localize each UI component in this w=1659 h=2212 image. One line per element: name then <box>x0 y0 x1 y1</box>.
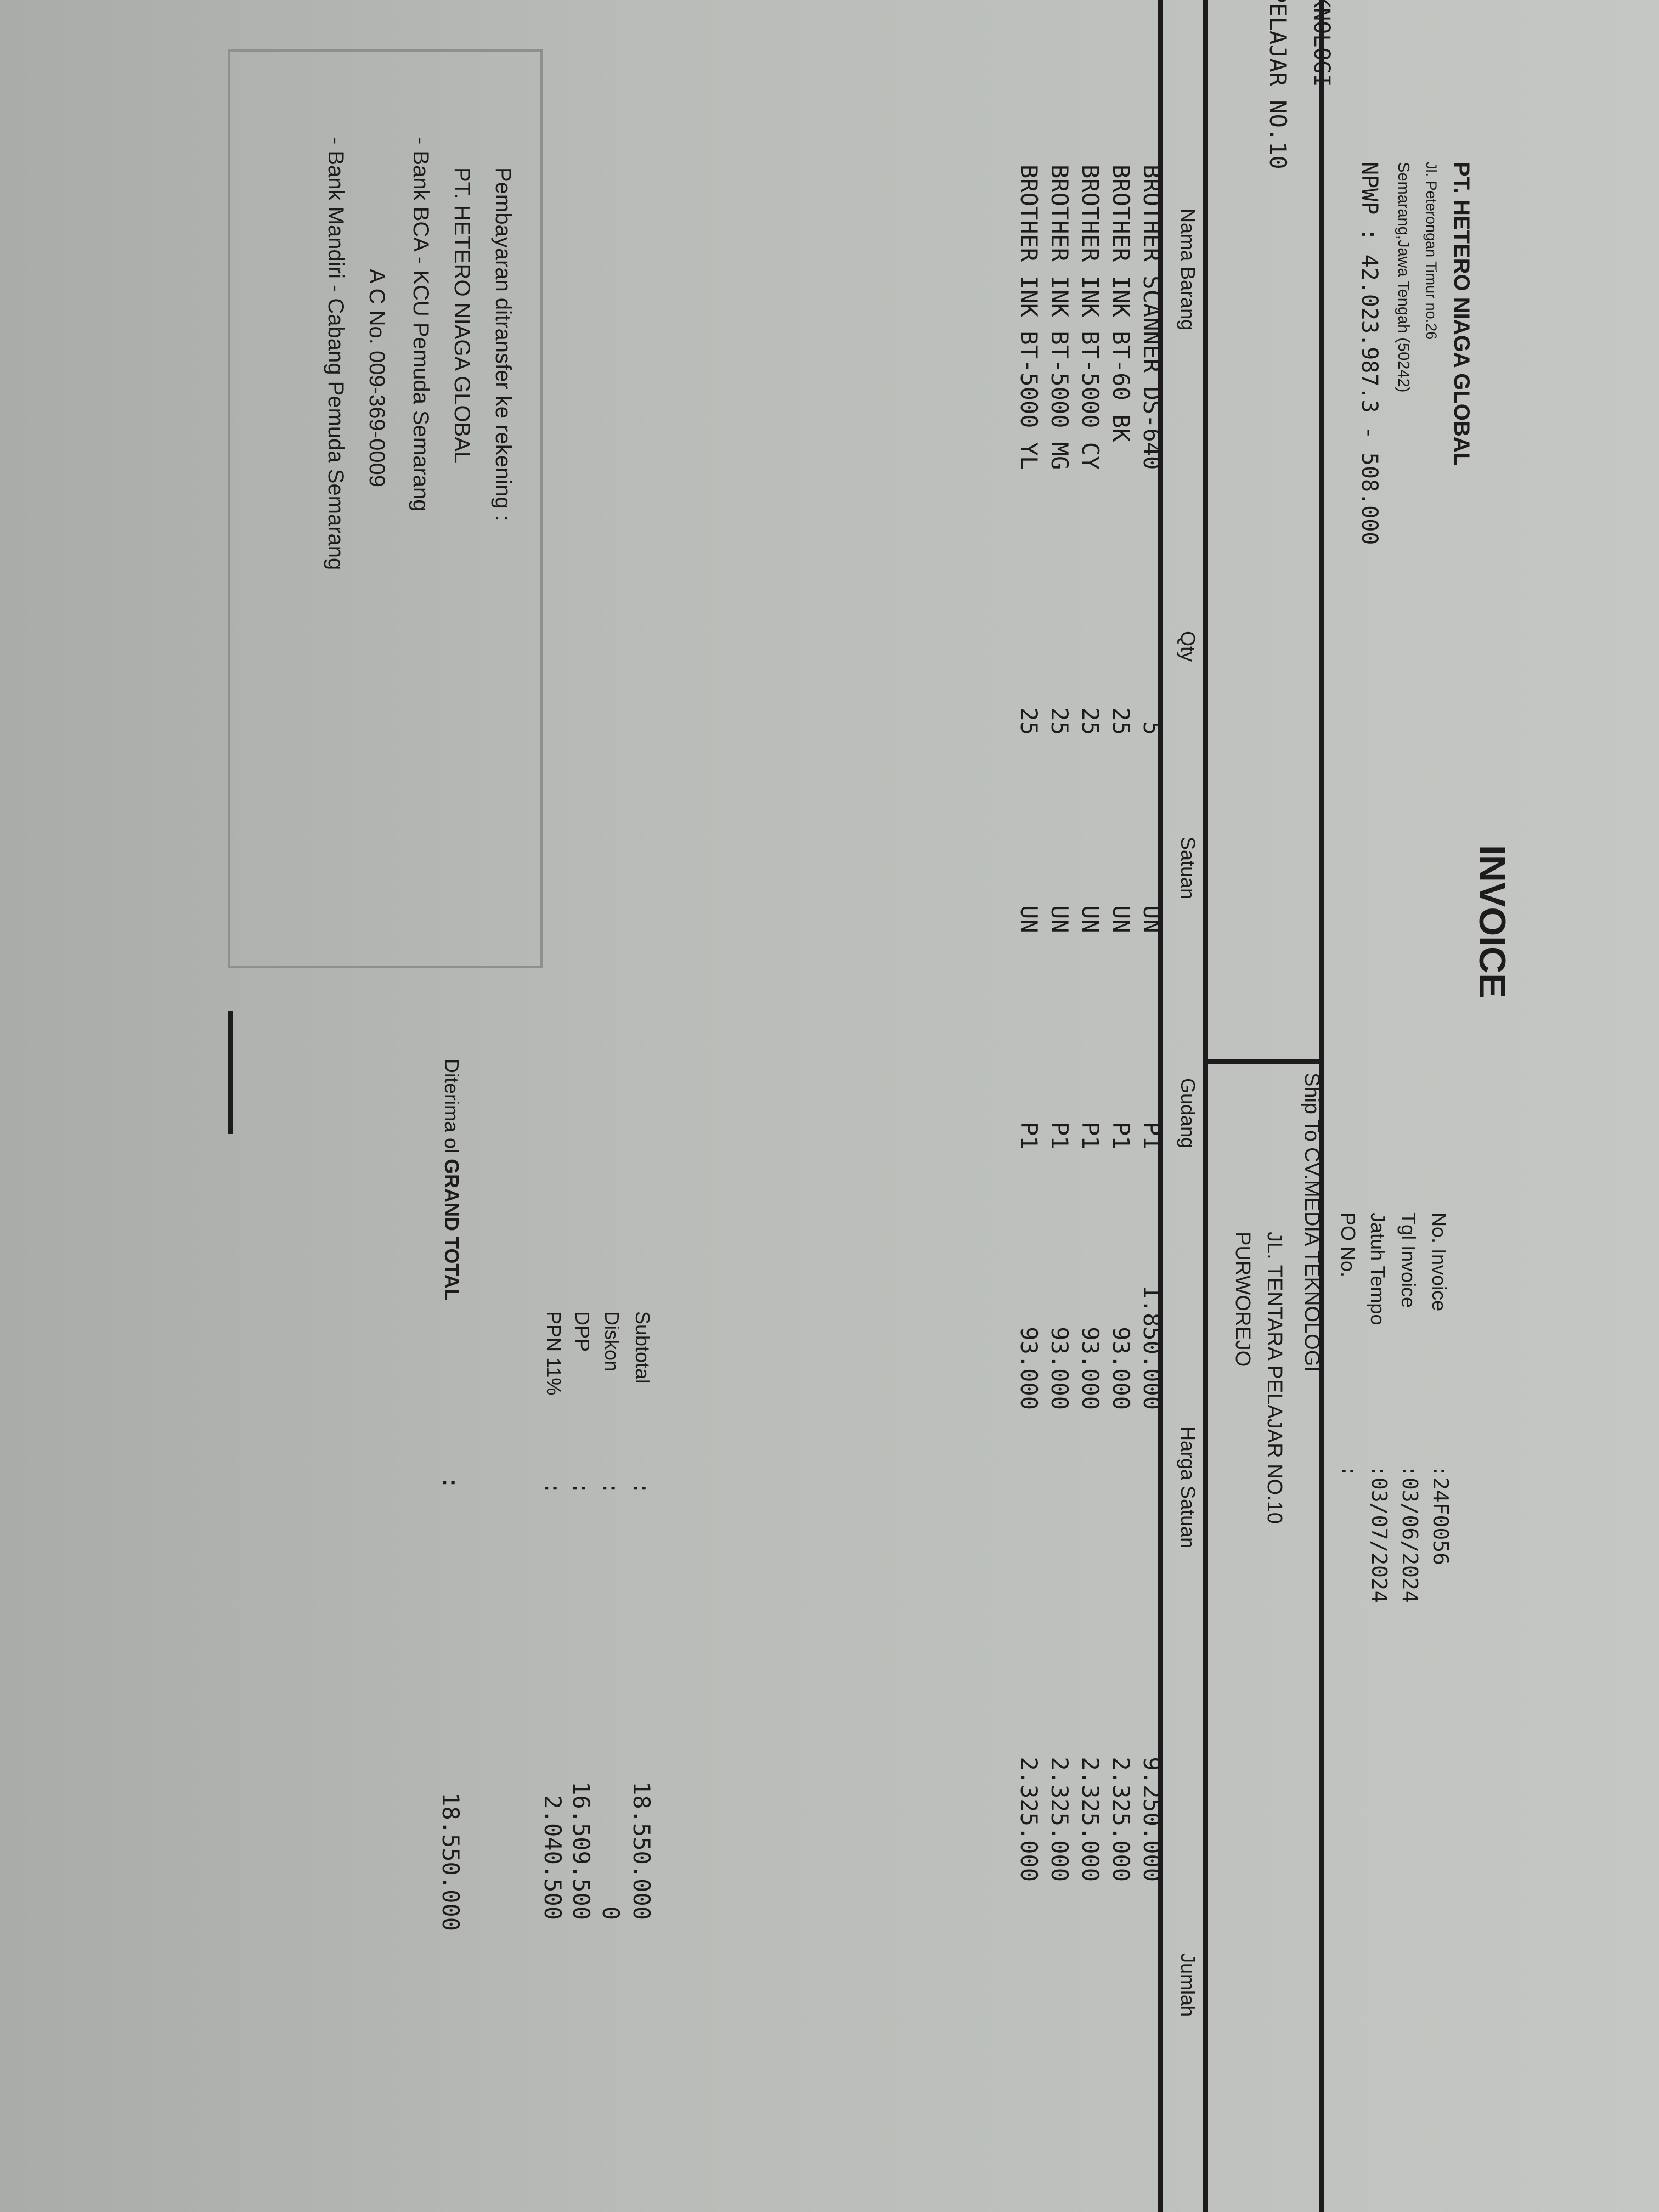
ship-to-name: : CV.MEDIA TEKNOLOGI <box>1300 1136 1323 1372</box>
total-colon: : <box>539 1481 566 1496</box>
total-value: 16.509.500 <box>568 1781 595 1920</box>
cell-jumlah: 2.325.000 <box>1046 1757 1073 1882</box>
header-harga-satuan: Harga Satuan <box>1177 1426 1199 1549</box>
received-by-label: Diterima ol GRAND TOTAL <box>440 1059 463 1301</box>
ship-to-label: Ship To <box>1300 1073 1323 1142</box>
signature-line <box>228 1011 233 1134</box>
cell-satuan: UN <box>1015 905 1042 933</box>
cell-nama-barang: BROTHER INK BT-5000 YL <box>1015 165 1042 470</box>
cell-qty: 25 <box>1015 707 1042 735</box>
total-value: 2.040.500 <box>539 1795 566 1920</box>
grand-total-label: GRAND TOTAL <box>441 1159 463 1301</box>
total-label: Diskon <box>601 1311 623 1372</box>
info-value: :24F0056 <box>1429 1465 1453 1566</box>
payment-line: PT. HETERO NIAGA GLOBAL <box>450 167 474 464</box>
seller-name: PT. HETERO NIAGA GLOBAL <box>1449 162 1474 466</box>
cell-qty: 25 <box>1046 707 1073 735</box>
info-value: :03/06/2024 <box>1398 1465 1422 1603</box>
cell-satuan: UN <box>1108 905 1135 933</box>
payment-line: A C No. 009-369-0009 <box>365 269 389 488</box>
total-value: 18.550.000 <box>628 1781 655 1920</box>
total-colon: : <box>568 1481 595 1496</box>
total-label: Subtotal <box>631 1311 654 1384</box>
info-value: : <box>1338 1465 1362 1477</box>
info-label: PO No. <box>1337 1212 1359 1278</box>
cell-qty: 5 <box>1138 721 1165 735</box>
header-jumlah: Jumlah <box>1177 1953 1199 2017</box>
payment-line: - Bank BCA - KCU Pemuda Semarang <box>409 137 433 512</box>
info-label: No. Invoice <box>1428 1212 1451 1312</box>
ship-to-address-1: JL. TENTARA PELAJAR NO.10 <box>1263 1232 1286 1524</box>
header-nama-barang: Nama Barang <box>1177 208 1199 331</box>
cell-jumlah: 2.325.000 <box>1108 1757 1135 1882</box>
cell-nama-barang: BROTHER INK BT-5000 MG <box>1046 165 1073 470</box>
cell-harga-satuan: 1.850.000 <box>1138 1285 1165 1410</box>
table-header-top-border <box>1203 0 1208 2212</box>
payment-line: Pembayaran ditransfer ke rekening : <box>491 167 515 521</box>
bill-to-line-2: PELAJAR NO.10 <box>1265 0 1291 170</box>
bill-to-line-1: KNOLOGI <box>1309 0 1334 87</box>
payment-line: - Bank Mandiri - Cabang Pemuda Semarang <box>324 137 348 571</box>
cell-satuan: UN <box>1077 905 1104 933</box>
total-label: DPP <box>571 1311 594 1352</box>
cell-satuan: UN <box>1138 905 1165 933</box>
cell-jumlah: 2.325.000 <box>1077 1757 1104 1882</box>
cell-jumlah: 9.250.000 <box>1138 1757 1165 1882</box>
info-label: Jatuh Tempo <box>1367 1212 1389 1325</box>
seller-address-2: Semarang,Jawa Tengah (50242) <box>1395 162 1412 393</box>
cell-harga-satuan: 93.000 <box>1108 1327 1135 1410</box>
cell-harga-satuan: 93.000 <box>1046 1327 1073 1410</box>
received-by-prefix: Diterima ol <box>441 1059 463 1154</box>
cell-nama-barang: BROTHER SCANNER DS-640 <box>1138 165 1165 470</box>
cell-qty: 25 <box>1108 707 1135 735</box>
cell-satuan: UN <box>1046 905 1073 933</box>
grand-total-colon: : <box>437 1476 464 1490</box>
cell-nama-barang: BROTHER INK BT-5000 CY <box>1077 165 1104 470</box>
header-qty: Qty <box>1177 631 1199 662</box>
seller-address-1: Jl. Peterongan Timur no.26 <box>1423 162 1440 340</box>
info-value: :03/07/2024 <box>1367 1465 1391 1603</box>
cell-jumlah: 2.325.000 <box>1015 1757 1042 1882</box>
cell-harga-satuan: 93.000 <box>1015 1327 1042 1410</box>
ship-to-address-2: PURWOREJO <box>1231 1232 1254 1367</box>
total-label: PPN 11% <box>543 1311 565 1396</box>
info-label: Tgl Invoice <box>1397 1212 1420 1308</box>
cell-nama-barang: BROTHER INK BT-60 BK <box>1108 165 1135 442</box>
header-gudang: Gudang <box>1177 1078 1199 1149</box>
header-satuan: Satuan <box>1177 837 1199 900</box>
box-divider <box>1206 1059 1324 1064</box>
total-colon: : <box>628 1481 655 1496</box>
seller-npwp: NPWP : 42.023.987.3 - 508.000 <box>1357 162 1382 545</box>
invoice-title: INVOICE <box>1471 845 1513 998</box>
cell-qty: 25 <box>1077 707 1104 735</box>
cell-harga-satuan: 93.000 <box>1077 1327 1104 1410</box>
total-colon: : <box>597 1481 624 1496</box>
total-value: 0 <box>597 1906 624 1920</box>
grand-total-value: 18.550.000 <box>437 1792 464 1931</box>
